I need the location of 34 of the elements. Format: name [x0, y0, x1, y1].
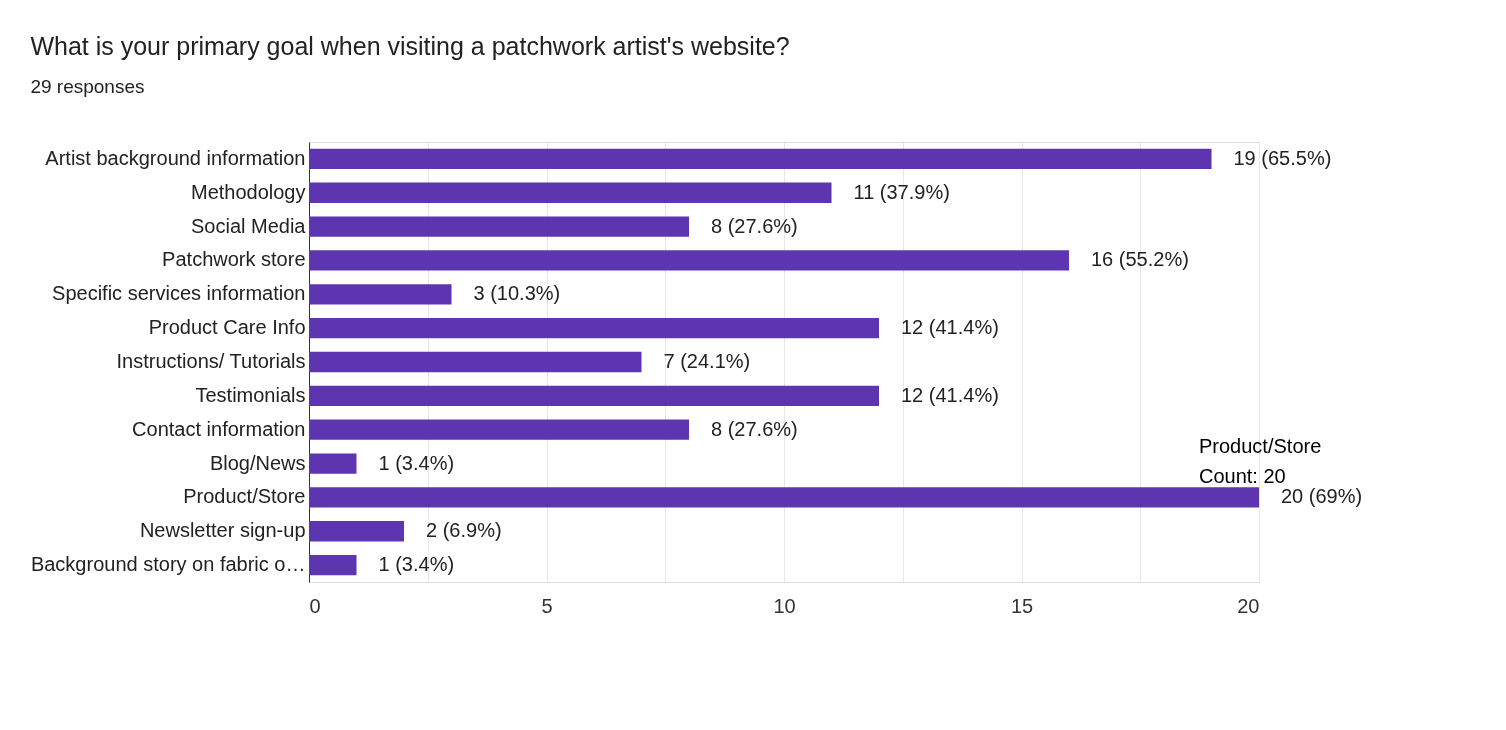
y-tick-label: Background story on fabric o…: [30, 553, 306, 576]
y-tick-label: Patchwork store: [162, 248, 306, 271]
y-tick-label: Contact information: [132, 417, 306, 440]
data-label: 19 (65.5%): [1233, 146, 1332, 169]
data-label: 1 (3.4%): [378, 553, 455, 576]
x-tick-label: 5: [541, 594, 553, 617]
y-tick-label: Specific services information: [52, 282, 306, 305]
x-tick-label: 15: [1010, 594, 1034, 617]
y-tick-label: Product Care Info: [148, 316, 306, 339]
data-label: 1 (3.4%): [378, 451, 455, 474]
x-tick-label: 0: [309, 594, 321, 617]
y-tick-label: Artist background information: [45, 146, 306, 169]
x-tick-label: 10: [773, 594, 796, 617]
data-label: 3 (10.3%): [473, 282, 561, 305]
data-label: 11 (37.9%): [853, 180, 950, 203]
data-label: 2 (6.9%): [426, 519, 502, 542]
data-label: 8 (27.6%): [711, 417, 798, 440]
y-tick-label: Testimonials: [195, 383, 306, 406]
y-tick-label: Methodology: [190, 180, 306, 203]
data-label: 12 (41.4%): [901, 383, 999, 406]
annotation: Product/Store Count: 20: [1199, 435, 1322, 488]
data-label: 16 (55.2%): [1091, 248, 1189, 271]
data-label: 8 (27.6%): [711, 214, 798, 237]
y-tick-label: Blog/News: [209, 451, 306, 474]
data-label: 7 (24.1%): [663, 350, 751, 372]
y-tick-label: Product/Store: [183, 485, 306, 508]
data-label: 20 (69%): [1281, 485, 1363, 508]
y-tick-label: Instructions/ Tutorials: [116, 350, 306, 372]
text: 29 responses: [30, 76, 145, 97]
y-tick-label: Newsletter sign-up: [139, 519, 306, 542]
data-label: 12 (41.4%): [901, 316, 999, 339]
chart-title: What is your primary goal when visiting a patchwork artist's website?: [30, 32, 790, 60]
y-tick-label: Social Media: [190, 214, 307, 237]
x-tick-label: 20: [1237, 594, 1260, 617]
